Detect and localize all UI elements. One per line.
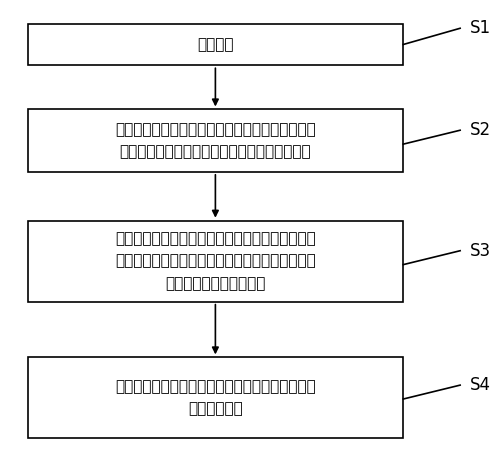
Text: S3: S3 (470, 242, 491, 260)
Text: 形成侧墙位于开口内，并从顶层金属层侧壁向下延: 形成侧墙位于开口内，并从顶层金属层侧壁向下延 (115, 379, 316, 394)
Text: 质层内，形成凹陷位于开口的侧壁，且从开口底部: 质层内，形成凹陷位于开口的侧壁，且从开口底部 (115, 254, 316, 269)
Text: 形成若干开口贯穿顶层金属层并向下延伸至层间介: 形成若干开口贯穿顶层金属层并向下延伸至层间介 (115, 231, 316, 246)
Text: 提供基底: 提供基底 (197, 37, 234, 52)
Text: 伸至填充凹陷: 伸至填充凹陷 (188, 401, 243, 416)
Bar (28, 109, 404, 172)
Text: S4: S4 (470, 376, 491, 394)
Bar (28, 357, 404, 439)
Text: 向下延伸至层间介质层内: 向下延伸至层间介质层内 (165, 276, 266, 291)
Text: S1: S1 (470, 19, 491, 37)
Text: S2: S2 (470, 121, 491, 139)
Text: 基底上的底层金属层、层间介质层及顶层金属层: 基底上的底层金属层、层间介质层及顶层金属层 (120, 144, 311, 159)
Text: 形成电容结构于基底上，电容结构包括依次堆叠于: 形成电容结构于基底上，电容结构包括依次堆叠于 (115, 122, 316, 137)
Bar (28, 23, 404, 65)
Bar (28, 220, 404, 302)
